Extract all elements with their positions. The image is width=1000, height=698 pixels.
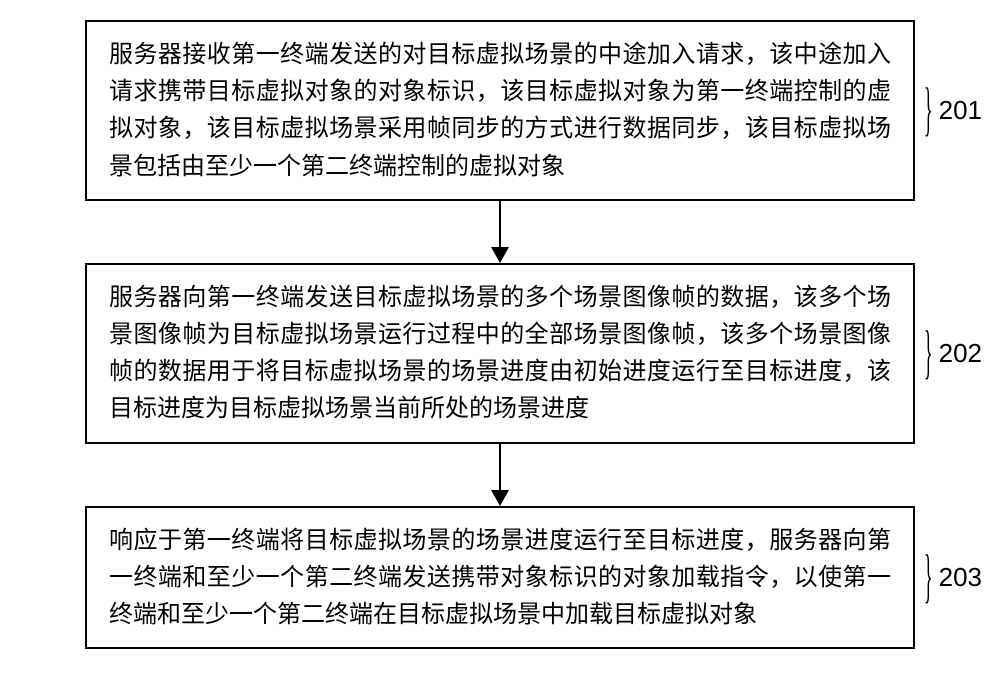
step-201-label: } 201: [922, 95, 982, 126]
brace-icon: }: [924, 76, 933, 145]
step-202-num: 202: [939, 338, 982, 369]
step-203-num: 203: [939, 562, 982, 593]
flowchart-container: 服务器接收第一终端发送的对目标虚拟场景的中途加入请求，该中途加入请求携带目标虚拟…: [0, 0, 1000, 698]
arrow-2-head: [491, 490, 509, 506]
step-202-text: 服务器向第一终端发送目标虚拟场景的多个场景图像帧的数据，该多个场景图像帧为目标虚…: [109, 284, 891, 423]
arrow-2-line: [499, 444, 501, 492]
arrow-2: [0, 444, 1000, 506]
step-203-box: 响应于第一终端将目标虚拟场景的场景进度运行至目标进度，服务器向第一终端和至少一个…: [85, 506, 915, 650]
arrow-1-line: [499, 201, 501, 249]
brace-icon: }: [924, 319, 933, 388]
step-202-box: 服务器向第一终端发送目标虚拟场景的多个场景图像帧的数据，该多个场景图像帧为目标虚…: [85, 263, 915, 444]
brace-icon: }: [924, 543, 933, 612]
step-201-text: 服务器接收第一终端发送的对目标虚拟场景的中途加入请求，该中途加入请求携带目标虚拟…: [109, 41, 891, 180]
arrow-1-head: [491, 247, 509, 263]
step-203-label: } 203: [922, 562, 982, 593]
arrow-1: [0, 201, 1000, 263]
step-201-box: 服务器接收第一终端发送的对目标虚拟场景的中途加入请求，该中途加入请求携带目标虚拟…: [85, 20, 915, 201]
step-203-text: 响应于第一终端将目标虚拟场景的场景进度运行至目标进度，服务器向第一终端和至少一个…: [109, 527, 891, 628]
step-202-label: } 202: [922, 338, 982, 369]
step-201-num: 201: [939, 95, 982, 126]
step-201-wrap: 服务器接收第一终端发送的对目标虚拟场景的中途加入请求，该中途加入请求携带目标虚拟…: [0, 20, 1000, 201]
step-202-wrap: 服务器向第一终端发送目标虚拟场景的多个场景图像帧的数据，该多个场景图像帧为目标虚…: [0, 263, 1000, 444]
step-203-wrap: 响应于第一终端将目标虚拟场景的场景进度运行至目标进度，服务器向第一终端和至少一个…: [0, 506, 1000, 650]
